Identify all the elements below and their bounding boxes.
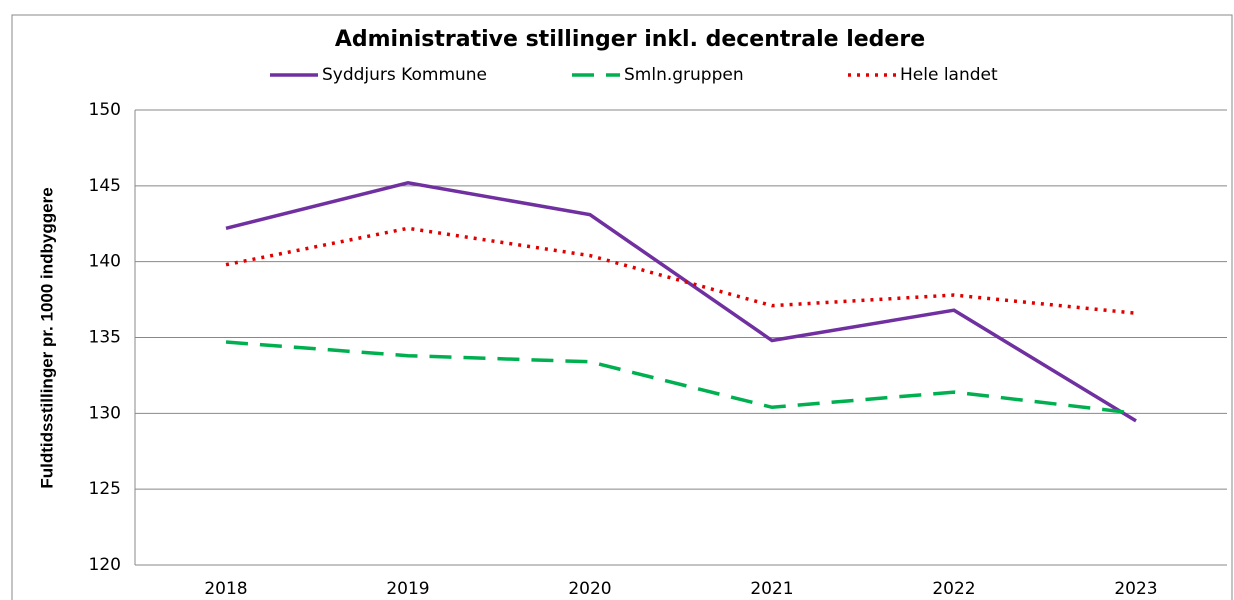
y-tick-label: 145 [89, 176, 121, 196]
x-tick-label: 2022 [932, 579, 975, 599]
x-tick-label: 2023 [1114, 579, 1157, 599]
y-tick-label: 125 [89, 479, 121, 499]
series-line [225, 181, 1137, 423]
x-tick-label: 2020 [568, 579, 611, 599]
x-tick-label: 2018 [204, 579, 247, 599]
legend-label: Smln.gruppen [624, 65, 744, 85]
y-tick-label: 130 [89, 403, 121, 423]
y-tick-label: 140 [89, 252, 121, 272]
series-line [225, 340, 1137, 416]
legend-label: Syddjurs Kommune [322, 65, 487, 85]
legend-label: Hele landet [900, 65, 998, 85]
x-tick-label: 2021 [750, 579, 793, 599]
y-tick-label: 135 [89, 328, 121, 348]
chart-border [11, 14, 1233, 600]
series-line [225, 226, 1137, 315]
chart-title: Administrative stillinger inkl. decentra… [335, 27, 925, 52]
y-axis-label: Fuldtidsstillinger pr. 1000 indbyggere [37, 187, 56, 488]
x-tick-label: 2019 [386, 579, 429, 599]
y-tick-label: 150 [89, 100, 121, 120]
y-tick-label: 120 [89, 555, 121, 575]
